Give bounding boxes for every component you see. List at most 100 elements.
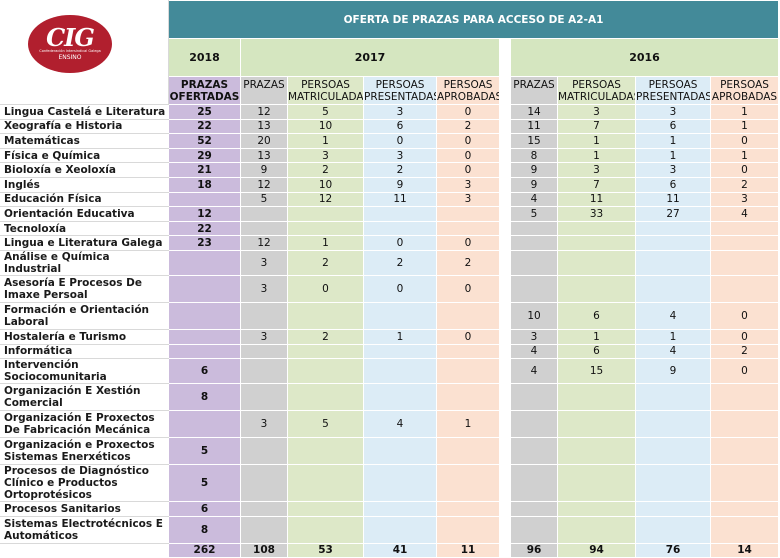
cell-pr16: 3 [635,162,711,178]
cell-p16 [510,249,558,276]
logo-word: CIG [46,23,95,52]
cell-a17: 3 [436,191,500,208]
cell-of18 [168,274,241,303]
cell-pr17 [363,301,437,330]
cell-p16 [510,274,558,303]
cell-pr17 [363,464,437,503]
table-row: Procesos Sanitarios 6 [0,501,779,517]
cell-pr16: 9 [635,358,711,385]
header-row: PRAZAS OFERTADAS PRAZAS PERSOAS MATRICUL… [1,76,779,105]
cell-pr17: 6 [363,118,437,135]
cell-m17 [287,206,364,222]
cell-p17: 5 [240,191,288,208]
gap-cell [499,133,511,149]
cell-a17: 2 [436,249,500,276]
header-aprobadas-2016: PERSOAS APROBADAS [710,76,779,105]
cell-a16: 0 [710,358,779,385]
cell-m16 [557,235,636,251]
cell-pr16: 6 [635,176,711,193]
cell-m16: 6 [557,343,636,360]
cell-of18: 25 [168,104,241,120]
cell-a16 [710,410,779,439]
total-pr16: 76 [635,542,711,558]
table-row: Xeografía e Historia 22 13 10 6 2 11 7 6 1 [0,118,779,135]
cell-a16 [710,515,779,544]
cell-of18: 22 [168,118,241,135]
table-row: Inglés 18 12 10 9 3 9 7 6 2 [0,176,779,193]
cell-of18: 21 [168,162,241,178]
cell-pr16: 4 [635,301,711,330]
header-prazas-2017: PRAZAS [240,76,288,105]
cell-m17: 0 [287,274,364,303]
gap-cell [499,147,511,164]
gap-cell [499,542,511,558]
cell-m17: 5 [287,104,364,120]
gap-cell [499,515,511,544]
table-row: Bioloxía e Xeoloxía 21 9 2 2 0 9 3 3 0 [0,162,779,178]
cell-a17: 3 [436,176,500,193]
table-row: Organización E Proxectos De Fabricación … [0,410,779,439]
row-label: Matemáticas [0,133,169,149]
table-row: Física e Química 29 13 3 3 0 8 1 1 1 [0,147,779,164]
cell-pr17 [363,220,437,237]
gap-cell [499,104,511,120]
table-row: Informática 4 6 4 2 [0,343,779,360]
cell-m16: 11 [557,191,636,208]
table-row: Educación Física 5 12 11 3 4 11 11 3 [0,191,779,208]
cell-of18 [168,410,241,439]
cell-pr17: 4 [363,410,437,439]
cell-a16: 1 [710,118,779,135]
total-a16: 14 [710,542,779,558]
cell-of18 [168,328,241,345]
cell-p17: 9 [240,162,288,178]
year-gap [499,38,511,77]
row-label: Educación Física [0,191,169,208]
cell-p17: 20 [240,133,288,149]
cell-pr16 [635,274,711,303]
row-label: Organización E Proxectos De Fabricación … [0,410,169,439]
cell-p17: 13 [240,147,288,164]
gap-cell [499,191,511,208]
cell-m17 [287,301,364,330]
cell-p17 [240,501,288,517]
cell-m17 [287,383,364,412]
cell-p16 [510,383,558,412]
cell-pr17: 0 [363,235,437,251]
cell-p16: 8 [510,147,558,164]
totals-row: 262 108 53 41 11 96 94 76 14 [0,542,779,558]
cell-a17: 0 [436,104,500,120]
cell-m16: 15 [557,358,636,385]
cell-m16: 1 [557,147,636,164]
gap-cell [499,328,511,345]
cell-p16 [510,410,558,439]
cell-m17 [287,501,364,517]
cell-a16 [710,235,779,251]
cell-p17 [240,515,288,544]
gap-cell [499,301,511,330]
total-m16: 94 [557,542,636,558]
cell-a16 [710,464,779,503]
cell-pr17 [363,437,437,466]
cell-pr16: 1 [635,328,711,345]
total-m17: 53 [287,542,364,558]
cell-a16: 0 [710,301,779,330]
cell-of18 [168,249,241,276]
header-presentadas-2016: PERSOAS PRESENTADAS [635,76,711,105]
year-row: 2018 2017 2016 [1,38,779,77]
cell-of18: 52 [168,133,241,149]
cell-m16 [557,515,636,544]
row-label: Sistemas Electrotécnicos E Automáticos [0,515,169,544]
cell-of18 [168,343,241,360]
cell-m16: 7 [557,176,636,193]
header-matriculadas-2016: PERSOAS MATRICULADAS [557,76,636,105]
cell-m17: 1 [287,235,364,251]
cell-pr16: 3 [635,104,711,120]
cell-a16: 0 [710,162,779,178]
row-label: Tecnoloxía [0,220,169,237]
total-a17: 11 [436,542,500,558]
cell-m16 [557,501,636,517]
cell-of18: 6 [168,358,241,385]
row-label: Intervención Sociocomunitaria [0,358,169,385]
cell-pr17 [363,383,437,412]
cell-a17: 0 [436,162,500,178]
